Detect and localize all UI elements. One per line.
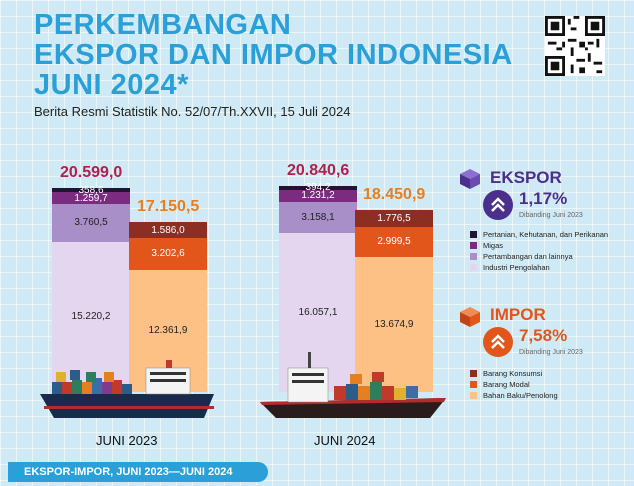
legend-swatch: [470, 392, 477, 399]
legend-item-konsumsi: Barang Konsumsi: [470, 369, 542, 378]
bar-segment-ekspor-2023-0: 15.220,2: [52, 241, 130, 392]
legend-item-bahan-baku: Bahan Baku/Penolong: [470, 391, 558, 400]
bar-segment-ekspor-2024-1: 3.158,1: [279, 202, 357, 234]
impor-cube-icon: [460, 307, 480, 327]
ekspor-comparison-note: Dibanding Juni 2023: [519, 212, 583, 219]
bar-segment-ekspor-2024-2: 1.231,2: [279, 189, 357, 203]
legend-item-migas: Migas: [470, 241, 503, 250]
bar-segment-impor-2024-1: 2.999,5: [355, 227, 433, 257]
title-line-3: JUNI 2024*: [34, 69, 189, 101]
title-line-1: PERKEMBANGAN: [34, 9, 292, 41]
legend-item-pertambangan: Pertambangan dan lainnya: [470, 252, 573, 261]
legend-item-industri: Industri Pengolahan: [470, 263, 550, 272]
bar-segment-ekspor-2024-0: 16.057,1: [279, 233, 357, 392]
legend-item-modal: Barang Modal: [470, 380, 530, 389]
total-label-impor-2023: 17.150,5: [137, 198, 200, 216]
qr-code-icon: [545, 16, 605, 76]
cargo-ship-2024-icon: [260, 352, 446, 418]
bar-segment-ekspor-2023-2: 1.259,7: [52, 191, 130, 205]
impor-comparison-note: Dibanding Juni 2023: [519, 349, 583, 356]
impor-up-arrow-icon: [483, 327, 513, 357]
total-label-ekspor-2024: 20.840,6: [287, 162, 350, 179]
impor-legend-title: IMPOR: [490, 305, 546, 324]
page-title: PERKEMBANGAN EKSPOR DAN IMPOR INDONESIA …: [34, 10, 513, 100]
subtitle: Berita Resmi Statistik No. 52/07/Th.XXVI…: [34, 104, 351, 119]
bar-segment-impor-2023-1: 3.202,6: [129, 238, 207, 270]
bar-segment-ekspor-2024-3: 394,2: [279, 182, 357, 193]
cargo-ship-2023-icon: [40, 360, 214, 418]
title-line-2: EKSPOR DAN IMPOR INDONESIA: [34, 39, 513, 71]
legend-swatch: [470, 231, 477, 238]
ekspor-cube-icon: [460, 169, 480, 189]
total-label-impor-2024: 18.450,9: [363, 185, 426, 203]
footer-text: EKSPOR-IMPOR, JUNI 2023—JUNI 2024: [24, 466, 233, 478]
bar-segment-ekspor-2023-3: 358,6: [52, 185, 130, 196]
footer-banner: EKSPOR-IMPOR, JUNI 2023—JUNI 2024: [8, 462, 268, 482]
x-label-juni-2024: JUNI 2024: [314, 433, 376, 448]
bar-segment-impor-2024-2: 1.776,5: [355, 209, 433, 228]
legend-swatch: [470, 242, 477, 249]
legend-swatch: [470, 264, 477, 271]
bar-segment-impor-2024-0: 13.674,9: [355, 256, 433, 392]
impor-growth-percent: 7,58%: [519, 326, 568, 345]
legend-swatch: [470, 370, 477, 377]
legend-item-pertanian: Pertanian, Kehutanan, dan Perikanan: [470, 230, 608, 239]
bar-segment-ekspor-2023-1: 3.760,5: [52, 204, 130, 242]
total-label-ekspor-2023: 20.599,0: [60, 164, 123, 182]
legend-swatch: [470, 381, 477, 388]
bar-segment-impor-2023-2: 1.586,0: [129, 222, 207, 239]
legend-swatch: [470, 253, 477, 260]
ekspor-growth-percent: 1,17%: [519, 189, 568, 208]
x-label-juni-2023: JUNI 2023: [96, 433, 158, 448]
ekspor-up-arrow-icon: [483, 190, 513, 220]
ekspor-legend-title: EKSPOR: [490, 168, 562, 187]
